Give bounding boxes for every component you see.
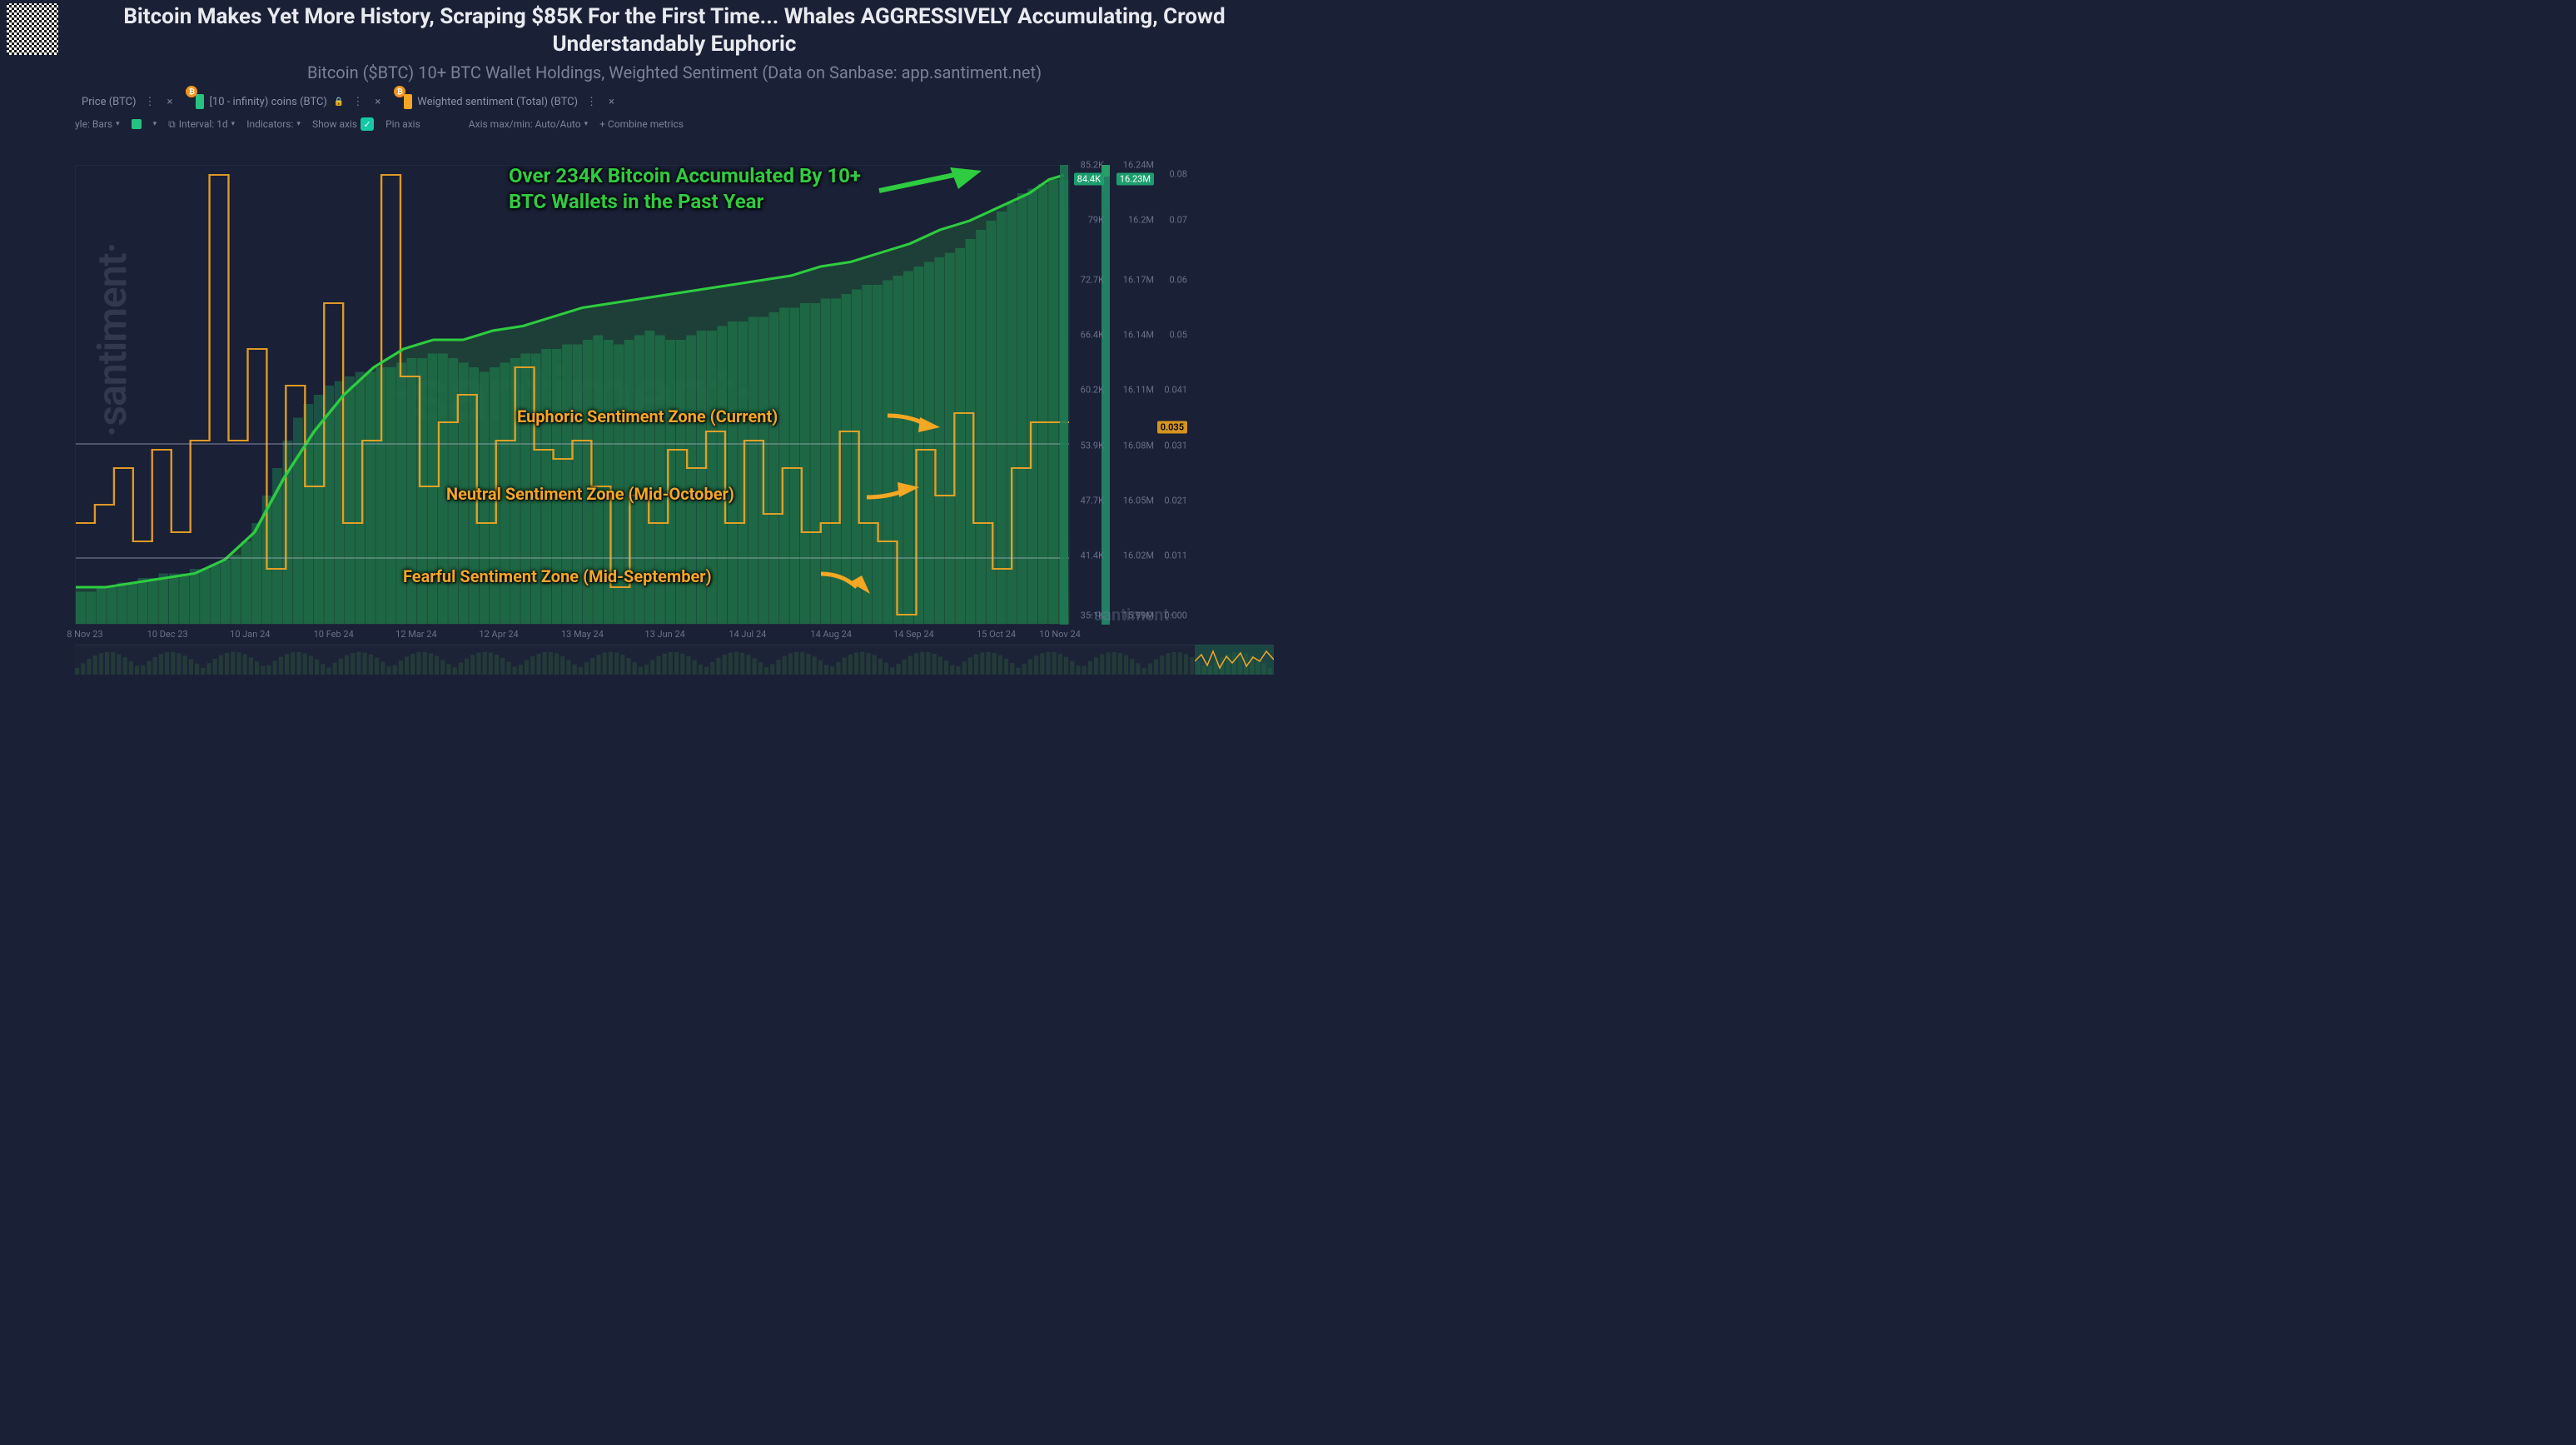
axis-tick: 16.23M	[1116, 172, 1154, 185]
fearful-zone-line	[76, 557, 1069, 559]
axis-tick: 84.4K	[1074, 172, 1104, 185]
axis-tick: 0.021	[1164, 495, 1187, 506]
indicators-selector[interactable]: Indicators: ▾	[246, 118, 301, 130]
axis-tick: 16.11M	[1123, 385, 1154, 396]
axis-tick: 16.14M	[1123, 330, 1154, 341]
more-icon[interactable]: ⋮	[349, 96, 366, 108]
axis-tick: 12 Mar 24	[395, 629, 437, 640]
mini-chart[interactable]	[75, 645, 1274, 675]
axis-tick: 16.2M	[1128, 215, 1154, 226]
qr-code	[7, 3, 58, 55]
chart-svg	[76, 166, 1069, 624]
axis-tick: 0.05	[1170, 330, 1187, 341]
axis-tick: 10 Nov 24	[1039, 629, 1081, 640]
axis-tick: 0.08	[1170, 169, 1187, 180]
annotation-euphoric: Euphoric Sentiment Zone (Current)	[517, 406, 778, 426]
axis-tick: 13 Jun 24	[644, 629, 684, 640]
watermark-br: ·santiment·	[1089, 605, 1174, 625]
arrow-orange-icon	[863, 481, 921, 506]
axis-tick: 16.17M	[1123, 275, 1154, 286]
legend-item[interactable]: ₿Weighted sentiment (Total) (BTC)⋮×	[397, 91, 624, 112]
chart-plot[interactable]: ·santiment· Over 234K Bitcoin Accumulate…	[75, 165, 1070, 625]
arrow-orange-icon	[883, 409, 942, 434]
axis-tick: 10 Feb 24	[314, 629, 354, 640]
legend-item[interactable]: ₿[10 - infinity) coins (BTC)🔒⋮×	[189, 91, 390, 112]
annotation-neutral: Neutral Sentiment Zone (Mid-October)	[446, 484, 734, 504]
chart-toolbar: yle: Bars ▾ ▾ ⧉ Interval: 1d ▾ Indicator…	[0, 112, 1289, 134]
axis-tick: 0.06	[1170, 275, 1187, 286]
x-axis: 8 Nov 2310 Dec 2310 Jan 2410 Feb 2412 Ma…	[75, 626, 1070, 640]
axis-tick: 0.031	[1164, 440, 1187, 451]
axis-tick: 72.7K	[1081, 275, 1104, 286]
axis-tick: 16.24M	[1123, 160, 1154, 171]
more-icon[interactable]: ⋮	[141, 96, 158, 108]
page-title: Bitcoin Makes Yet More History, Scraping…	[67, 3, 1282, 57]
axis-tick: 79K	[1088, 215, 1104, 226]
chevron-down-icon: ▾	[116, 120, 120, 128]
close-icon[interactable]: ×	[605, 96, 618, 108]
chevron-down-icon: ▾	[231, 120, 236, 128]
axis-tick: 53.9K	[1081, 440, 1104, 451]
axis-bar-price	[1060, 165, 1068, 625]
chart-area: ·santiment· Over 234K Bitcoin Accumulate…	[75, 165, 1274, 640]
axis-tick: 14 Sep 24	[893, 629, 934, 640]
close-icon[interactable]: ×	[371, 96, 384, 108]
axis-tick: 14 Jul 24	[729, 629, 766, 640]
pin-axis-button[interactable]: Pin axis	[385, 118, 420, 130]
y-axis-price: 85.2K84.4K79K72.7K66.4K60.2K53.9K47.7K41…	[1070, 165, 1107, 625]
annotation-fearful: Fearful Sentiment Zone (Mid-September)	[403, 566, 712, 586]
legend-item[interactable]: Price (BTC) ⋮ ×	[75, 92, 182, 112]
legend-label: Price (BTC)	[82, 96, 136, 108]
axis-tick: 8 Nov 23	[67, 629, 102, 640]
annotation-accumulation: Over 234K Bitcoin Accumulated By 10+ BTC…	[509, 163, 875, 215]
legend-label: [10 - infinity) coins (BTC)	[209, 96, 326, 108]
more-icon[interactable]: ⋮	[583, 96, 600, 108]
axis-tick: 16.08M	[1123, 440, 1154, 451]
legend-swatch	[404, 94, 412, 109]
axis-tick: 0.041	[1164, 385, 1187, 396]
axis-tick: 12 Apr 24	[479, 629, 518, 640]
axis-tick: 41.4K	[1081, 551, 1104, 561]
check-icon: ✓	[361, 117, 374, 131]
arrow-orange-icon	[817, 567, 875, 595]
interval-selector[interactable]: ⧉ Interval: 1d ▾	[168, 118, 235, 131]
euphoric-zone-line	[76, 443, 1069, 445]
axis-tick: 10 Dec 23	[147, 629, 188, 640]
axis-tick: 0.011	[1164, 551, 1187, 561]
axis-tick: 15 Oct 24	[977, 629, 1016, 640]
page-subtitle: Bitcoin ($BTC) 10+ BTC Wallet Holdings, …	[67, 62, 1282, 82]
chevron-down-icon: ▾	[584, 120, 589, 128]
axis-tick: 13 May 24	[561, 629, 604, 640]
style-selector[interactable]: yle: Bars ▾	[75, 118, 120, 130]
axis-tick: 14 Aug 24	[810, 629, 852, 640]
mini-chart-svg	[75, 645, 1274, 675]
axis-tick: 47.7K	[1081, 495, 1104, 506]
chevron-down-icon: ▾	[153, 120, 157, 128]
axis-tick: 85.2K	[1081, 160, 1104, 171]
arrow-green-icon	[875, 166, 983, 199]
title-block: Bitcoin Makes Yet More History, Scraping…	[67, 3, 1282, 82]
legend-label: Weighted sentiment (Total) (BTC)	[417, 96, 578, 108]
show-axis-toggle[interactable]: Show axis ✓	[312, 117, 374, 131]
axis-minmax-selector[interactable]: Axis max/min: Auto/Auto ▾	[469, 118, 588, 130]
header: Bitcoin Makes Yet More History, Scraping…	[0, 0, 1289, 86]
y-axis-sentiment: 0.08 0.07 0.06 0.05 0.041 0.035 0.031 0.021 0.01…	[1157, 165, 1191, 625]
legend-row: Price (BTC)⋮×₿[10 - infinity) coins (BTC…	[0, 86, 1289, 112]
axis-tick: 60.2K	[1081, 385, 1104, 396]
axis-tick: 66.4K	[1081, 330, 1104, 341]
axis-tick: 10 Jan 24	[230, 629, 270, 640]
close-icon[interactable]: ×	[163, 96, 176, 108]
legend-swatch	[196, 94, 204, 109]
color-swatch[interactable]	[132, 119, 142, 129]
axis-tick: 0.07	[1170, 215, 1187, 226]
y-axis-holdings: 16.24M16.23M16.2M16.17M16.14M16.11M16.08…	[1111, 165, 1157, 625]
axis-tick: 16.05M	[1123, 495, 1154, 506]
mini-sentiment	[1195, 645, 1274, 675]
axis-tick: 0.035	[1157, 421, 1187, 433]
lock-icon: 🔒	[334, 97, 344, 107]
axis-tick: 16.02M	[1123, 551, 1154, 561]
chevron-down-icon: ▾	[296, 120, 301, 128]
combine-metrics-button[interactable]: + Combine metrics	[599, 118, 684, 130]
